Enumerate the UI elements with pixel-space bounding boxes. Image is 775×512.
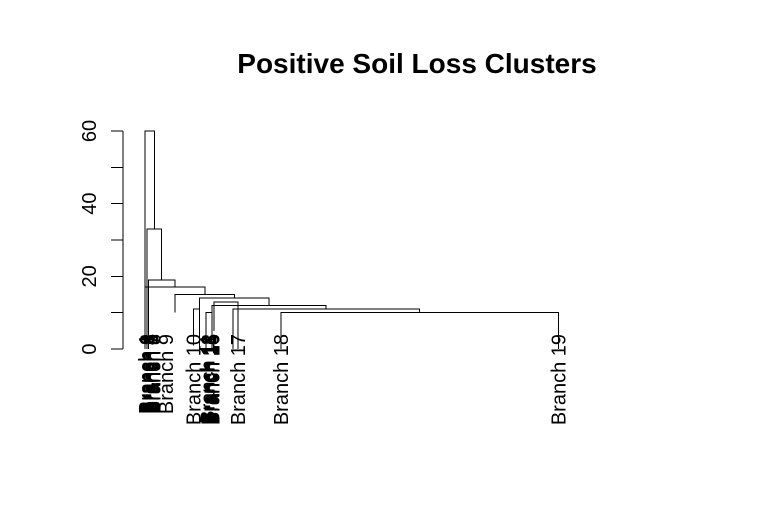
leaf-label: Branch 13 bbox=[199, 334, 221, 425]
chart-title: Positive Soil Loss Clusters bbox=[237, 48, 596, 79]
leaf-label: Branch 6 bbox=[141, 334, 163, 414]
dendrogram-branch bbox=[144, 130, 155, 349]
dendrogram-branch bbox=[280, 312, 559, 349]
leaf-label: Branch 4 bbox=[139, 334, 161, 414]
y-tick-label: 0 bbox=[79, 343, 101, 354]
leaf-label: Branch 16 bbox=[203, 334, 225, 425]
leaf-label: Branch 19 bbox=[548, 334, 570, 425]
leaf-label: Branch 10 bbox=[184, 334, 206, 425]
leaf-label: Branch 2 bbox=[137, 334, 159, 414]
leaf-label: Branch 14 bbox=[201, 334, 223, 425]
leaf-label: Branch 5 bbox=[140, 334, 162, 414]
leaf-label: Branch 12 bbox=[198, 334, 220, 425]
dendrogram-branch bbox=[146, 228, 163, 349]
y-tick-label: 40 bbox=[79, 193, 101, 215]
leaf-label: Branch 15 bbox=[202, 334, 224, 425]
dendrogram-branch bbox=[213, 301, 239, 349]
leaf-label: Branch 11 bbox=[197, 334, 219, 424]
dendrogram-branch bbox=[174, 294, 235, 313]
dendrogram-branch bbox=[232, 308, 421, 349]
dendrogram-branches bbox=[144, 130, 559, 349]
leaf-label: Branch 17 bbox=[228, 334, 250, 425]
leaf-label: Branch 3 bbox=[138, 334, 160, 414]
dendrogram-branch bbox=[148, 279, 176, 349]
leaf-label: Branch 8 bbox=[144, 334, 166, 414]
y-axis: 0 20 40 60 bbox=[79, 120, 124, 355]
y-tick-label: 60 bbox=[79, 120, 101, 142]
y-tick-label: 20 bbox=[79, 265, 101, 287]
leaf-label: Branch 1 bbox=[136, 334, 158, 414]
leaf-label: Branch 9 bbox=[156, 334, 178, 414]
leaf-label: Branch 18 bbox=[271, 334, 293, 425]
leaf-label: Branch 7 bbox=[143, 334, 165, 414]
